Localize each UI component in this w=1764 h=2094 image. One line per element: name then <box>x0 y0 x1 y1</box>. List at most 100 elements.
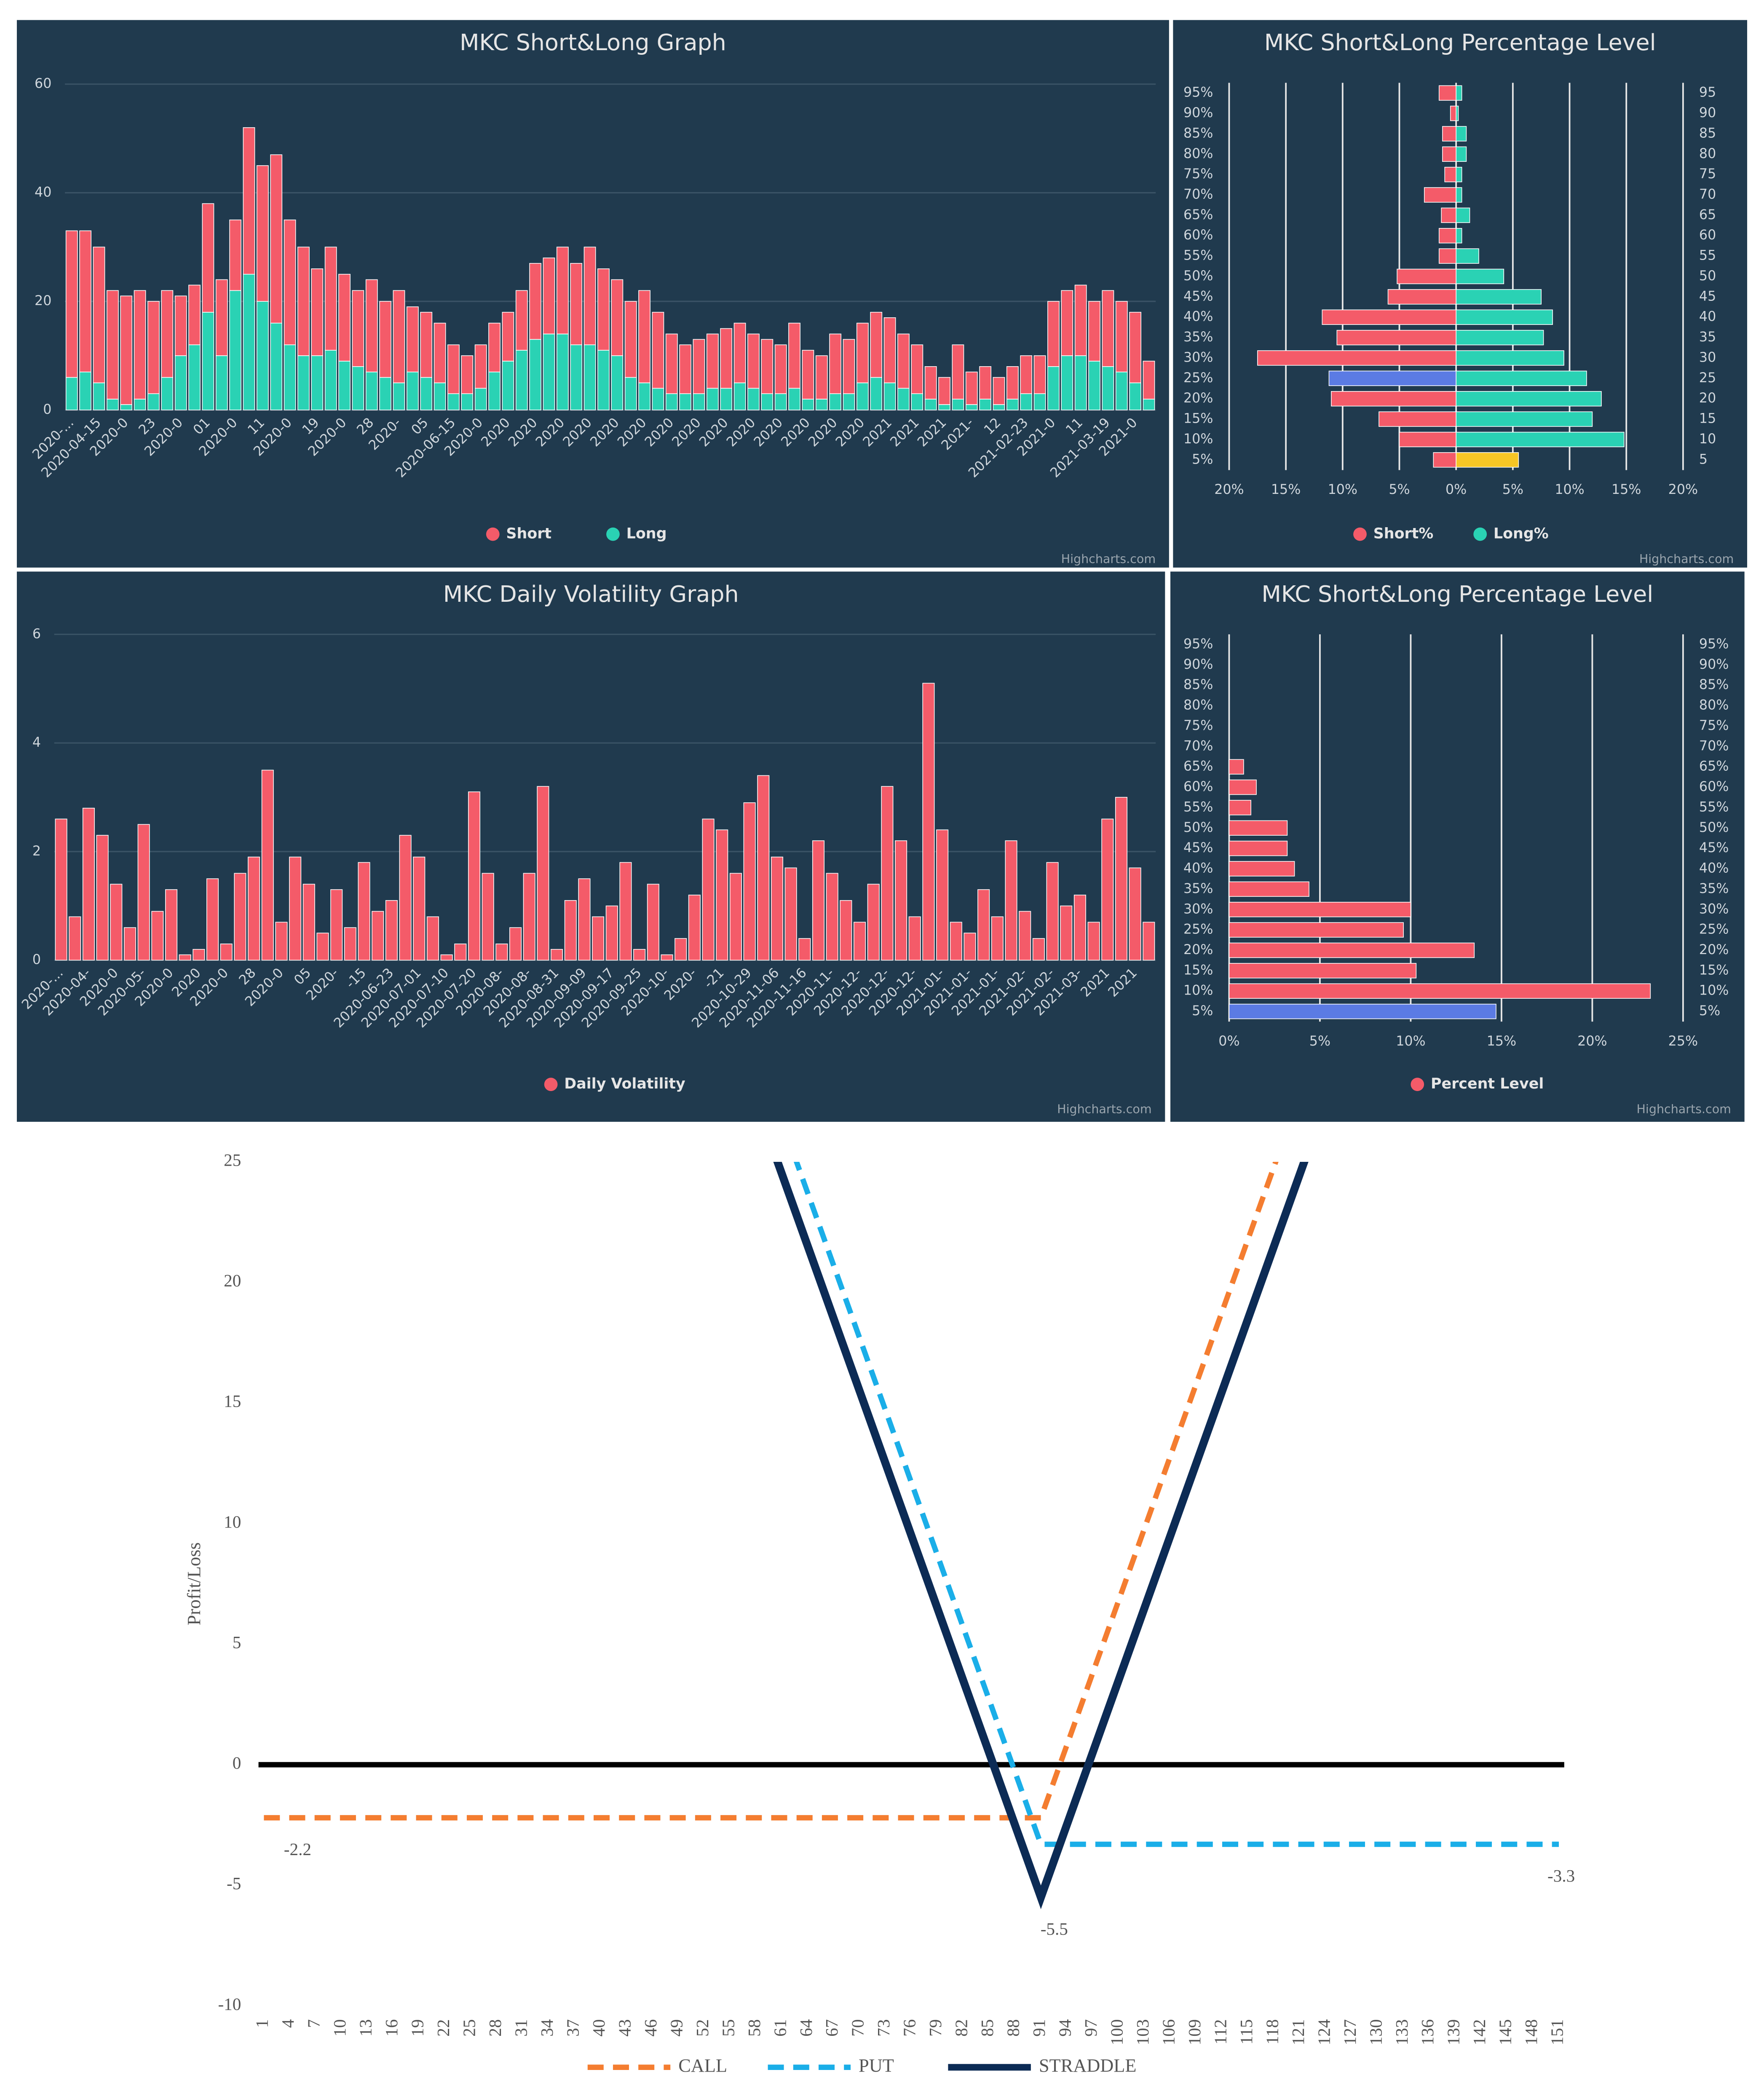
bar <box>991 916 1004 961</box>
bar <box>229 220 241 291</box>
bar <box>652 312 664 389</box>
legend-label: Daily Volatility <box>564 1075 685 1092</box>
x-tick-label: 124 <box>1314 2019 1333 2046</box>
bar <box>96 835 109 961</box>
x-tick-label: 67 <box>822 2019 841 2037</box>
y-tick-label-right: 70 <box>1699 187 1716 202</box>
bar <box>474 388 487 410</box>
y-tick-label-right: 5% <box>1699 1003 1720 1019</box>
bar <box>938 404 950 410</box>
bar <box>1033 393 1046 410</box>
bar <box>883 382 896 410</box>
y-tick-label: 70% <box>1183 187 1213 202</box>
bar <box>234 873 246 961</box>
legend-label: Short <box>506 526 551 542</box>
bar <box>330 889 343 961</box>
x-tick-label: 15% <box>1271 482 1301 497</box>
bar <box>788 322 800 389</box>
y-tick-label: 50% <box>1183 268 1213 284</box>
legend-label: STRADDLE <box>1039 2055 1137 2076</box>
bar <box>605 905 618 961</box>
bar <box>324 247 337 351</box>
bar <box>761 393 774 410</box>
bar <box>55 818 67 961</box>
x-tick-label: 20% <box>1577 1034 1607 1049</box>
y-tick-label: 40% <box>1183 861 1213 876</box>
bar <box>1336 330 1456 346</box>
bar <box>556 247 569 335</box>
bar <box>1257 350 1456 366</box>
legend-label: CALL <box>678 2055 727 2076</box>
bar <box>611 279 624 356</box>
y-tick-label-right: 65% <box>1699 759 1729 774</box>
bar <box>829 393 841 410</box>
bar <box>193 949 205 961</box>
bar <box>911 344 923 394</box>
bar <box>1438 248 1456 264</box>
bar <box>120 295 133 405</box>
y-tick-label: 6 <box>32 626 41 641</box>
series-line <box>773 1162 1309 1909</box>
x-tick-label: 109 <box>1185 2019 1204 2046</box>
y-tick-label: 25% <box>1183 922 1213 937</box>
legend-label: Short% <box>1373 526 1434 542</box>
credits: Highcharts.com <box>1636 1102 1731 1116</box>
bar <box>747 333 760 389</box>
bar <box>1442 126 1456 142</box>
y-tick-label-right: 90% <box>1699 657 1729 672</box>
x-tick-label: 130 <box>1366 2019 1385 2046</box>
bar <box>584 344 596 410</box>
bar <box>1229 942 1475 958</box>
bar <box>468 791 480 961</box>
series-line <box>793 1162 1559 1847</box>
y-tick-label: 0 <box>233 1753 241 1772</box>
x-tick-label: 79 <box>926 2019 945 2037</box>
y-tick-label-right: 50% <box>1699 820 1729 835</box>
bar <box>952 399 964 410</box>
y-tick-label: 20 <box>224 1271 241 1290</box>
bar <box>638 382 650 410</box>
bar <box>652 388 664 410</box>
bar <box>161 377 174 410</box>
x-tick-label: 73 <box>874 2019 893 2037</box>
credits: Highcharts.com <box>1061 552 1156 566</box>
y-tick-label: 60% <box>1183 779 1213 794</box>
bar <box>1143 399 1155 410</box>
bar <box>393 382 405 410</box>
bar <box>578 878 591 961</box>
panel <box>16 571 1165 1122</box>
bar <box>1046 862 1059 961</box>
y-tick-label-right: 75% <box>1699 718 1729 733</box>
y-tick-label: 40 <box>35 185 51 200</box>
bar <box>206 878 219 961</box>
y-tick-label: 40% <box>1183 309 1213 324</box>
bar <box>1328 370 1456 386</box>
bar <box>243 127 255 275</box>
y-tick-label: 45% <box>1183 840 1213 855</box>
bar <box>597 350 610 410</box>
x-tick-label: 58 <box>744 2019 764 2037</box>
x-tick-label: 127 <box>1340 2019 1360 2046</box>
bar <box>454 944 467 961</box>
x-tick-label: 25% <box>1668 1034 1698 1049</box>
x-tick-label: 55 <box>718 2019 738 2037</box>
y-tick-label: 5% <box>1192 1003 1213 1019</box>
y-tick-label-right: 90 <box>1699 105 1716 121</box>
bar <box>147 301 160 394</box>
bar <box>938 377 950 405</box>
bar <box>256 165 269 302</box>
y-tick-label-right: 40 <box>1699 309 1716 324</box>
bar <box>706 388 719 410</box>
bar <box>716 829 728 961</box>
x-tick-label: 4 <box>278 2019 297 2028</box>
x-tick-label: 52 <box>693 2019 712 2037</box>
y-tick-label: 65% <box>1183 207 1213 223</box>
bar <box>665 333 678 394</box>
y-tick-label-right: 45% <box>1699 840 1729 855</box>
bar <box>1438 228 1456 244</box>
bar <box>979 399 991 410</box>
bar <box>434 322 446 383</box>
bar <box>1115 371 1128 410</box>
bar <box>638 290 650 383</box>
bar <box>702 818 715 961</box>
